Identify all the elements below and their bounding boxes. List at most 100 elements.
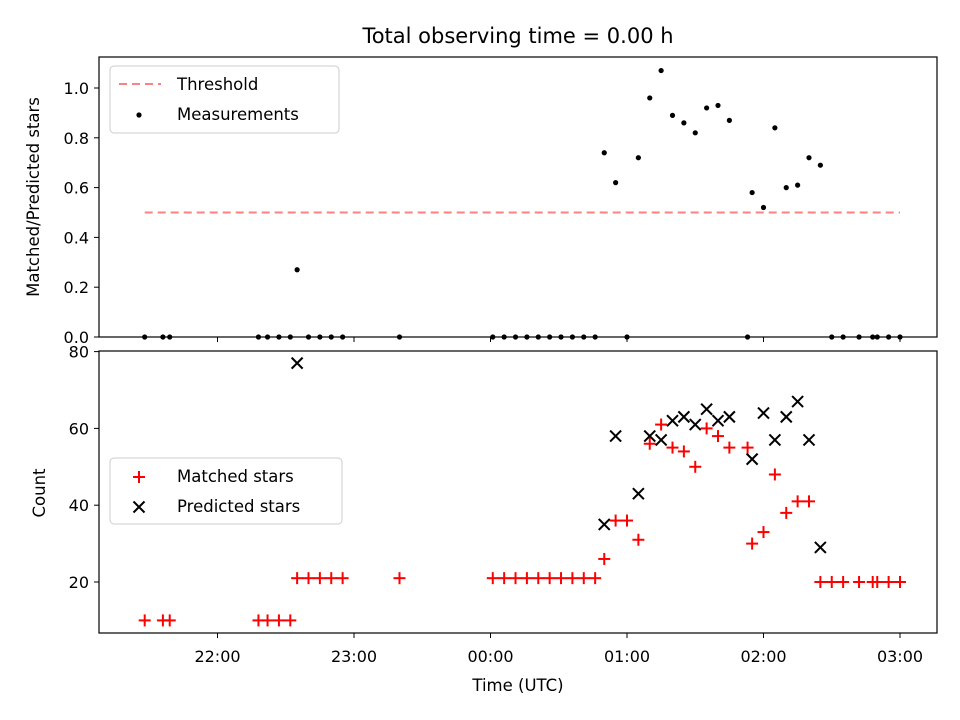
x-tick-label: 23:00: [331, 647, 377, 666]
bottom-y-tick-label: 40: [69, 496, 89, 515]
bottom-y-axis-label: Count: [30, 468, 49, 518]
top-y-ticks: 0.0 0.2 0.4 0.6 0.8 1.0: [64, 79, 99, 347]
top-y-tick-label: 0.2: [64, 278, 89, 297]
matched-star-point: [757, 526, 770, 539]
matched-star-point: [894, 576, 906, 588]
predicted-star-point: [290, 356, 304, 370]
measurement-point: [294, 267, 300, 273]
matched-star-point: [163, 614, 176, 627]
matched-star-point: [272, 614, 285, 627]
matched-star-point: [741, 441, 754, 454]
predicted-star-point: [654, 433, 668, 447]
matched-star-point: [825, 576, 838, 588]
matched-star-point: [325, 572, 338, 585]
measurement-point: [772, 125, 778, 131]
predicted-star-point: [768, 433, 782, 447]
x-tick-label: 03:00: [877, 647, 923, 666]
matched-star-point: [621, 514, 633, 527]
x-tick-label: 01:00: [604, 647, 650, 666]
matched-star-point: [138, 614, 151, 627]
legend-predicted-marker: [132, 500, 146, 514]
matched-star-point: [723, 441, 736, 454]
matched-star-point: [780, 506, 793, 519]
measurement-point: [749, 189, 755, 196]
matched-star-point: [871, 576, 884, 588]
predicted-star-point: [677, 410, 691, 424]
predicted-star-point: [802, 433, 816, 447]
bottom-x-ticks: 22:00 23:00 00:00 01:00 02:00 03:00: [194, 633, 923, 666]
top-y-tick-label: 0.4: [64, 228, 89, 247]
predicted-star-point: [609, 429, 622, 443]
matched-star-point: [509, 572, 522, 585]
top-legend-box: [109, 65, 340, 134]
legend-predicted-label: Predicted stars: [177, 497, 300, 516]
matched-star-point: [302, 572, 315, 585]
matched-star-point: [666, 441, 679, 454]
matched-star-point: [677, 445, 690, 458]
matched-star-point: [791, 495, 804, 508]
measurement-point: [795, 182, 801, 188]
measurement-point: [726, 117, 732, 123]
top-panel: Total observing time = 0.00 h 0.0 0.2 0.4 0…: [24, 24, 938, 347]
top-y-tick-label: 1.0: [64, 79, 89, 98]
measurement-point: [613, 180, 619, 186]
predicted-star-point: [598, 518, 611, 531]
measurement-point: [658, 67, 664, 74]
matched-star-point: [632, 533, 645, 546]
matched-star-point: [746, 537, 759, 550]
x-tick-label: 00:00: [467, 647, 513, 666]
legend-measurements-label: Measurements: [177, 105, 299, 124]
bottom-y-tick-label: 20: [69, 573, 89, 592]
bottom-y-ticks: 20 40 60 80: [69, 343, 99, 592]
top-axes-frame: [98, 56, 938, 338]
chart-title: Total observing time = 0.00 h: [361, 24, 673, 48]
measurement-point: [704, 105, 710, 111]
matched-star-point: [520, 572, 533, 585]
measurement-point: [647, 95, 653, 101]
predicted-star-point: [632, 487, 645, 500]
matched-star-point: [814, 576, 827, 588]
measurement-point: [817, 162, 823, 168]
measurement-point: [635, 155, 641, 161]
top-y-tick-label: 0.0: [64, 328, 89, 347]
predicted-star-point: [745, 452, 759, 466]
matched-star-point: [291, 572, 304, 585]
matched-star-point: [853, 576, 866, 588]
legend-measurements-swatch: [136, 112, 142, 118]
bottom-axes-frame: [98, 350, 938, 634]
predicted-star-point: [791, 395, 804, 408]
bottom-y-tick-label: 80: [69, 343, 89, 362]
matched-star-point: [566, 572, 579, 585]
x-axis-label: Time (UTC): [471, 676, 563, 695]
matched-star-point: [589, 572, 602, 585]
top-y-tick-label: 0.6: [64, 179, 89, 198]
matched-star-point: [803, 495, 815, 508]
bottom-y-tick-label: 60: [69, 419, 89, 438]
predicted-star-point: [757, 406, 770, 420]
measurement-point: [806, 155, 812, 161]
legend-matched-swatch: [133, 471, 145, 483]
matched-star-point: [555, 572, 568, 585]
measurement-point: [692, 130, 698, 136]
matched-star-point: [543, 572, 556, 585]
predicted-star-point: [643, 429, 656, 443]
legend-predicted-swatch: [132, 500, 146, 514]
matched-star-point: [393, 572, 406, 585]
predicted-star-point: [689, 418, 702, 431]
predicted-star-point: [666, 414, 679, 427]
matched-star-point: [577, 572, 590, 585]
matched-star-point: [768, 468, 781, 481]
matched-star-point: [336, 572, 349, 585]
legend-threshold-label: Threshold: [176, 75, 258, 94]
matched-star-point: [655, 418, 668, 431]
matched-star-point: [261, 614, 274, 627]
matched-star-points: [138, 418, 906, 627]
matched-star-point: [643, 437, 656, 450]
measurement-point: [669, 112, 676, 118]
bottom-legend: Matched stars Predicted stars: [109, 457, 343, 525]
matched-star-point: [609, 514, 622, 527]
predicted-star-point: [723, 410, 736, 424]
predicted-star-points: [290, 356, 827, 554]
